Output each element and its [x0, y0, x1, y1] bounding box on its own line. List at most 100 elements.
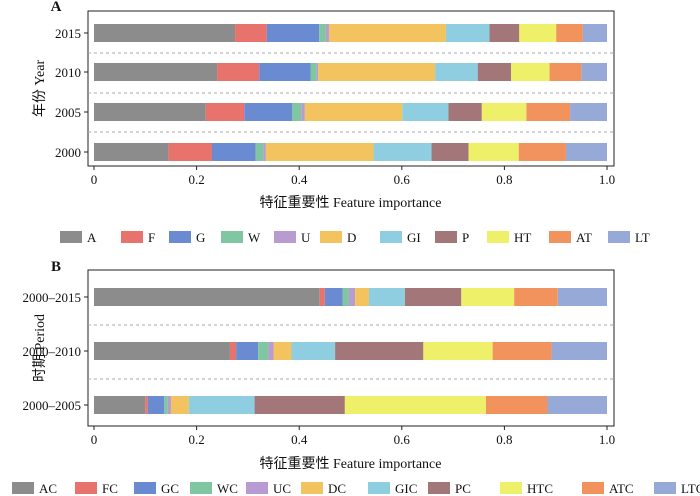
legend-swatch-P — [435, 231, 457, 243]
bar-LTC-2000–2005 — [547, 396, 607, 414]
legend-label-WC: WC — [217, 481, 238, 496]
bar-GIC-2000–2010 — [291, 342, 336, 360]
x-tick-label: 0.6 — [394, 432, 411, 447]
bar-A-2005 — [94, 103, 206, 121]
bar-PC-2000–2010 — [335, 342, 424, 360]
bar-GI-2010 — [435, 63, 478, 81]
bar-AT-2000 — [518, 143, 566, 161]
bar-HT-2000 — [468, 143, 519, 161]
y-tick-label: 2000–2015 — [23, 290, 82, 305]
bar-U-2005 — [301, 103, 305, 121]
bar-GI-2000 — [373, 143, 432, 161]
x-tick-label: 0 — [91, 172, 98, 187]
bar-DC-2000–2010 — [273, 342, 292, 360]
bar-P-2005 — [448, 103, 482, 121]
x-tick-label: 0.8 — [496, 432, 512, 447]
bar-D-2010 — [318, 63, 436, 81]
legend-label-ATC: ATC — [609, 481, 634, 496]
y-tick-label: 2000–2010 — [23, 344, 82, 359]
bar-P-2000 — [431, 143, 469, 161]
legend-swatch-FC — [75, 482, 97, 494]
bar-FC-2000–2010 — [229, 342, 237, 360]
bar-FC-2000–2005 — [145, 396, 148, 414]
bar-D-2000 — [265, 143, 374, 161]
legend-label-GC: GC — [161, 481, 179, 496]
x-tick-label: 0 — [91, 432, 98, 447]
bar-G-2015 — [266, 24, 320, 42]
legend-label-DC: DC — [328, 481, 346, 496]
bar-LTC-2000–2010 — [551, 342, 607, 360]
bar-LTC-2000–2015 — [557, 288, 607, 306]
bar-AT-2005 — [526, 103, 571, 121]
legend-label-FC: FC — [102, 481, 118, 496]
legend-label-GI: GI — [407, 230, 421, 245]
bar-UC-2000–2005 — [167, 396, 171, 414]
bar-GC-2000–2015 — [324, 288, 343, 306]
bar-WC-2000–2005 — [164, 396, 168, 414]
bar-DC-2000–2015 — [355, 288, 369, 306]
bar-GIC-2000–2015 — [368, 288, 405, 306]
bar-HTC-2000–2005 — [344, 396, 486, 414]
x-tick-label: 0.4 — [291, 432, 308, 447]
y-tick-label: 2010 — [55, 65, 81, 80]
bar-A-2010 — [94, 63, 218, 81]
panel-label: A — [51, 0, 62, 15]
bar-G-2010 — [259, 63, 311, 81]
bar-ATC-2000–2005 — [485, 396, 548, 414]
y-axis-title: 时期 Period — [32, 314, 48, 382]
legend-swatch-G — [169, 231, 191, 243]
legend-swatch-AC — [12, 482, 34, 494]
bar-A-2000 — [94, 143, 169, 161]
legend-label-A: A — [87, 230, 97, 245]
bar-UC-2000–2015 — [348, 288, 356, 306]
panel-A: A 2015 2010 2005 2000 0 0.2 0.4 0.6 0.8 1.0 特征重要性 F… — [32, 0, 650, 245]
bar-GIC-2000–2005 — [188, 396, 255, 414]
legend-label-LTC: LTC — [681, 481, 700, 496]
bar-G-2000 — [211, 143, 256, 161]
legend-label-AT: AT — [576, 230, 592, 245]
legend-label-P: P — [462, 230, 469, 245]
bar-F-2015 — [235, 24, 267, 42]
legend-label-GIC: GIC — [395, 481, 417, 496]
bar-U-2015 — [325, 24, 329, 42]
legend-swatch-HTC — [500, 482, 522, 494]
legend-swatch-A — [60, 231, 82, 243]
bar-D-2005 — [304, 103, 403, 121]
bar-U-2010 — [316, 63, 319, 81]
panel-B: B 2000–2015 2000–2010 2000–2005 0 0.2 0.4 0.6 0.… — [12, 259, 700, 496]
panel-label: B — [51, 259, 61, 275]
legend-swatch-LTC — [654, 482, 676, 494]
legend-label-HT: HT — [514, 230, 531, 245]
bar-AT-2015 — [556, 24, 583, 42]
y-axis-title: 年份 Year — [32, 60, 48, 118]
bar-AC-2000–2005 — [94, 396, 146, 414]
bar-GI-2015 — [445, 24, 490, 42]
y-tick-label: 2015 — [55, 26, 81, 41]
legend-swatch-GIC — [368, 482, 390, 494]
legend-label-AC: AC — [39, 481, 57, 496]
bar-F-2005 — [205, 103, 245, 121]
legend-swatch-U — [274, 231, 296, 243]
x-tick-label: 1.0 — [599, 432, 615, 447]
bar-WC-2000–2010 — [258, 342, 269, 360]
legend-label-PC: PC — [455, 481, 471, 496]
legend-swatch-UC — [246, 482, 268, 494]
legend-label-U: U — [301, 230, 311, 245]
bar-W-2005 — [292, 103, 302, 121]
bar-HT-2015 — [519, 24, 557, 42]
legend: A F G W U D GI P HT AT LT — [60, 230, 650, 245]
legend-swatch-HT — [487, 231, 509, 243]
legend-swatch-AT — [549, 231, 571, 243]
legend-swatch-GI — [380, 231, 402, 243]
bar-LT-2005 — [570, 103, 607, 121]
bar-DC-2000–2005 — [170, 396, 189, 414]
legend-label-W: W — [248, 230, 261, 245]
bar-F-2010 — [217, 63, 260, 81]
bar-WC-2000–2015 — [342, 288, 349, 306]
legend-swatch-GC — [134, 482, 156, 494]
bar-LT-2010 — [581, 63, 607, 81]
bar-P-2015 — [489, 24, 520, 42]
bar-GC-2000–2010 — [236, 342, 259, 360]
bar-W-2015 — [319, 24, 326, 42]
legend-label-D: D — [347, 230, 356, 245]
